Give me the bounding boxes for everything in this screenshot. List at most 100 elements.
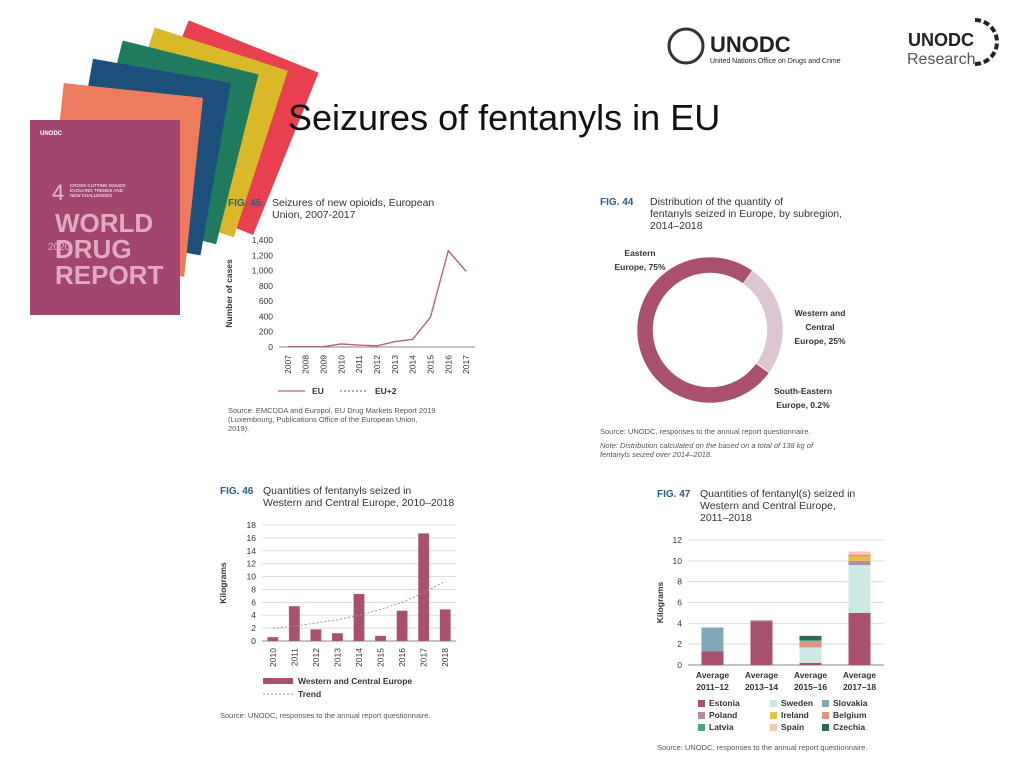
legend-label: Sweden [781, 698, 813, 708]
x-tick-label: 2009 [319, 355, 329, 374]
x-tick-label: Average 2011–12 [696, 670, 730, 692]
x-tick-label: 2007 [283, 355, 293, 374]
data-label: South-Eastern Europe, 0.2% [774, 386, 832, 410]
x-tick-label: 2016 [397, 648, 407, 667]
donut-slice [742, 270, 784, 373]
fig-label: FIG. 46 [220, 486, 254, 497]
source: Source: EMCDDA and Europol, EU Drug Mark… [228, 406, 436, 433]
y-tick-label: 0 [677, 660, 682, 670]
source: Source: UNODC, responses to the annual r… [657, 743, 868, 752]
x-tick-label: 2017 [461, 355, 471, 374]
logo-name: UNODC [710, 32, 791, 57]
bar-segment [750, 620, 773, 622]
legend-swatch [698, 700, 705, 707]
legend-label: Latvia [709, 722, 734, 732]
y-tick-label: 10 [673, 556, 683, 566]
bar [396, 610, 408, 641]
y-tick-label: 12 [247, 559, 257, 569]
legend-label: EU+2 [375, 386, 397, 396]
legend-label: Belgium [833, 710, 867, 720]
bar-segment [799, 646, 822, 648]
legend-label: Czechia [833, 722, 865, 732]
line [287, 249, 467, 348]
legend-label: Trend [298, 689, 321, 699]
legend-swatch [822, 700, 829, 707]
logo-subtitle: United Nations Office on Drugs and Crime [710, 58, 841, 65]
fig-label: FIG. 45 [228, 198, 262, 209]
y-tick-label: 0 [268, 342, 273, 352]
x-tick-label: 2008 [301, 355, 311, 374]
x-tick-label: Average 2013–14 [745, 670, 779, 692]
cover-subtitle: CROSS-CUTTING ISSUES: EVOLVING TRENDS AND… [70, 183, 127, 198]
x-tick-label: 2016 [443, 355, 453, 374]
report-covers: UNODC 4 CROSS-CUTTING ISSUES: EVOLVING TR… [30, 20, 319, 315]
y-tick-label: 14 [247, 546, 257, 556]
chart-title: Quantities of fentanyl(s) seized in Weste… [700, 488, 855, 524]
bar-segment [701, 651, 724, 665]
y-tick-label: 1,400 [252, 235, 274, 245]
bar-segment [848, 565, 871, 613]
x-tick-label: 2013 [332, 648, 342, 667]
research-sub: Research [907, 51, 975, 68]
x-tick-label: 2015 [376, 648, 386, 667]
y-tick-label: 6 [677, 598, 682, 608]
y-tick-label: 200 [259, 327, 273, 337]
y-tick-label: 12 [673, 535, 683, 545]
bar-segment [848, 612, 871, 665]
y-axis-label: Number of cases [224, 259, 234, 328]
legend-swatch [822, 724, 829, 731]
bar [439, 609, 451, 641]
legend-swatch [263, 678, 293, 684]
legend-label: Poland [709, 710, 737, 720]
y-tick-label: 2 [251, 623, 256, 633]
chart-title: Seizures of new opioids, European Union, … [272, 197, 434, 221]
y-tick-label: 8 [251, 584, 256, 594]
legend-swatch [770, 712, 777, 719]
bar-segment [799, 635, 822, 640]
legend-swatch [770, 724, 777, 731]
note: Note: Distribution calculated on the bas… [600, 441, 814, 459]
fig-label: FIG. 44 [600, 197, 634, 208]
legend-label: EU [312, 386, 324, 396]
research-name: UNODC [908, 30, 974, 50]
slide-title: Seizures of fentanyls in EU [288, 97, 720, 138]
research-emblem [974, 18, 999, 66]
y-tick-label: 8 [677, 577, 682, 587]
bar-segment [799, 647, 822, 663]
x-tick-label: 2012 [311, 648, 321, 667]
cover-title: WORLD DRUG REPORT [55, 208, 163, 290]
x-tick-label: 2014 [408, 355, 418, 374]
x-tick-label: Average 2017–18 [843, 670, 877, 692]
bar [288, 606, 300, 641]
x-tick-label: 2010 [336, 355, 346, 374]
chart-title: Distribution of the quantity of fentanyls… [650, 196, 842, 232]
line [287, 249, 467, 348]
y-tick-label: 800 [259, 281, 273, 291]
x-tick-label: 2013 [390, 355, 400, 374]
bar-segment [799, 640, 822, 642]
y-tick-label: 4 [251, 610, 256, 620]
y-tick-label: 16 [247, 533, 257, 543]
legend-label: Estonia [709, 698, 740, 708]
bar [310, 629, 322, 641]
x-tick-label: 2017 [419, 648, 429, 667]
y-tick-label: 400 [259, 311, 273, 321]
bar-segment [799, 662, 822, 665]
bar [375, 635, 386, 641]
legend-swatch [698, 712, 705, 719]
bar [267, 637, 279, 641]
x-tick-label: Average 2015–16 [794, 670, 828, 692]
bar-segment [848, 554, 871, 557]
cover-front [30, 120, 180, 315]
bar-segment [848, 560, 871, 565]
legend-label: Slovakia [833, 698, 868, 708]
legend-label: Western and Central Europe [298, 676, 412, 686]
legend-label: Spain [781, 722, 804, 732]
x-tick-label: 2012 [372, 355, 382, 374]
y-tick-label: 1,000 [252, 266, 274, 276]
y-tick-label: 4 [677, 618, 682, 628]
y-tick-label: 0 [251, 636, 256, 646]
source: Source: UNODC, responses to the annual r… [600, 427, 811, 436]
data-label: Eastern Europe, 75% [614, 248, 665, 272]
